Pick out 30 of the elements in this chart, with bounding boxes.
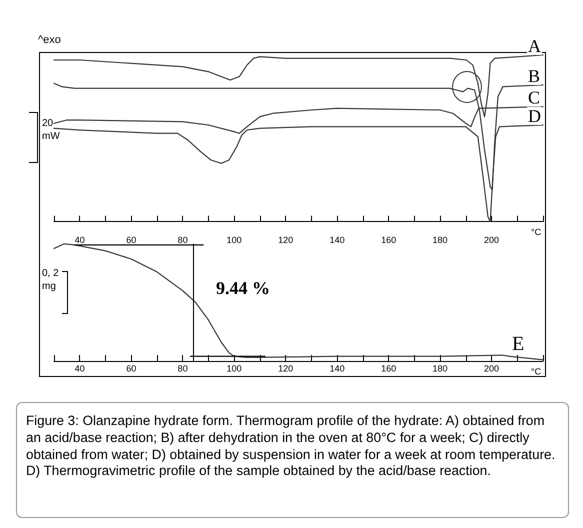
x-tick-label: 180 bbox=[432, 364, 448, 374]
series-label: A bbox=[528, 36, 541, 56]
x-tick-label: 140 bbox=[330, 364, 345, 374]
x-tick-label: 100 bbox=[226, 364, 242, 374]
series-label: B bbox=[528, 66, 540, 86]
x-axis-title: °C bbox=[531, 227, 542, 238]
series-label: E bbox=[512, 332, 524, 355]
annotation: 9.44 % bbox=[216, 277, 270, 300]
annotation: 0, 2 mg bbox=[42, 268, 60, 293]
caption: Figure 3: Olanzapine hydrate form. Thermogram profile of the hydrate: A) obtained from an acid/base reaction; B) after dehydration in the oven at 80°C for a week; C) directly obtained from water; D) obtained by suspension in water for a week at room temperature. D) Thermogravimetric profile of the sample obtained by the acid/base reaction. bbox=[26, 413, 556, 480]
text: ^exo bbox=[38, 34, 61, 48]
x-tick-label: 80 bbox=[178, 235, 188, 246]
x-tick-label: 140 bbox=[330, 235, 345, 246]
x-tick-label: 100 bbox=[226, 235, 242, 246]
x-tick-label: 160 bbox=[381, 235, 396, 246]
x-tick-label: 120 bbox=[278, 364, 294, 374]
x-tick-label: 60 bbox=[126, 235, 136, 246]
x-tick-label: 120 bbox=[278, 235, 294, 246]
annotation: 20 mW bbox=[42, 118, 61, 143]
x-tick-label: 200 bbox=[484, 235, 500, 246]
series-label: C bbox=[528, 88, 540, 108]
series-label: D bbox=[528, 106, 541, 126]
x-tick-label: 40 bbox=[74, 364, 85, 374]
x-tick-label: 160 bbox=[381, 364, 396, 374]
x-tick-label: 40 bbox=[74, 235, 85, 246]
x-tick-label: 60 bbox=[126, 364, 136, 374]
x-tick-label: 80 bbox=[178, 364, 188, 374]
x-tick-label: 200 bbox=[484, 364, 500, 374]
x-tick-label: 180 bbox=[432, 235, 448, 246]
x-axis-title: °C bbox=[531, 366, 542, 376]
